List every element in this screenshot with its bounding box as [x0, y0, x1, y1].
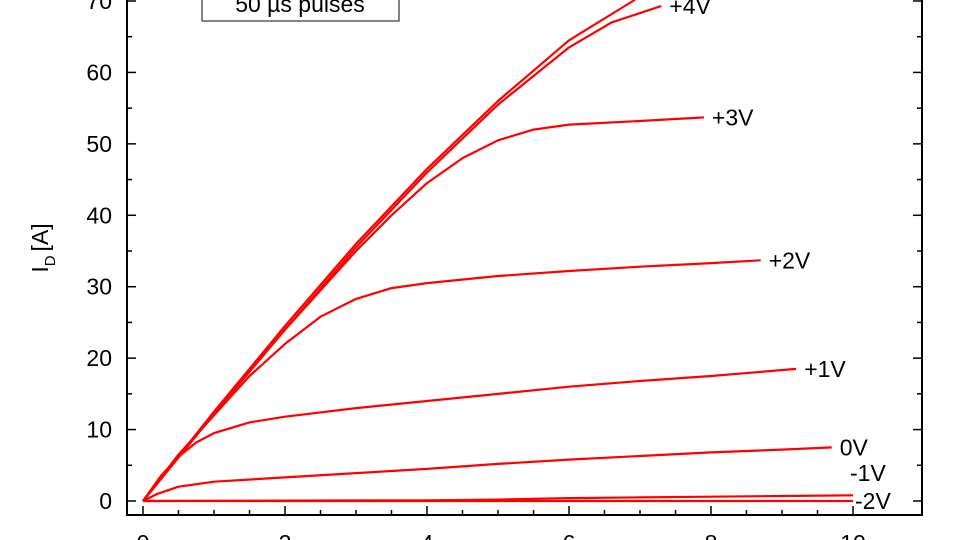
annotation-frame: [201, 0, 400, 22]
y-tick-label: 10: [86, 417, 112, 443]
ylabel-unit: [A]: [27, 223, 53, 251]
series-label: +4V: [669, 0, 711, 19]
series-label: 0V: [840, 434, 869, 460]
series-line-0V: [142, 446, 832, 502]
x-tick-label: 10: [840, 530, 866, 540]
y-tick-label: 30: [86, 274, 112, 300]
series-line-plus3V: [142, 116, 704, 502]
series-line-plus4V: [142, 4, 662, 502]
plot-frame: [126, 0, 923, 516]
ylabel-subscript: D: [42, 255, 59, 266]
annotation-text: 50 µs pulses: [235, 0, 365, 17]
series-labels: +4V +3V +2V +1V 0V-1V-2V: [669, 0, 891, 514]
series-label: -1V: [850, 460, 886, 486]
y-tick-label: 60: [86, 59, 112, 85]
series-label: -2V: [855, 488, 891, 514]
axes: 0 2 4 6 8 10 0 10 20 30 40 50 60 70: [86, 0, 923, 540]
y-tick-label: 50: [86, 131, 112, 157]
svg-text:ID[A]: ID [A]: [27, 223, 59, 272]
x-tick-label: 8: [705, 530, 718, 540]
y-tick-label: 40: [86, 202, 112, 228]
y-tick-label: 70: [86, 0, 112, 14]
y-tick-label: 20: [86, 345, 112, 371]
x-tick-label: 2: [279, 530, 292, 540]
series-label: +2V: [769, 247, 811, 273]
series-line-plus1V: [142, 367, 797, 502]
annotation-box: 50 µs pulses: [201, 0, 400, 22]
x-tick-label: 4: [421, 530, 434, 540]
series-line-plus2V: [142, 259, 761, 502]
series-label: +3V: [712, 104, 754, 130]
x-tick-label: 0: [137, 530, 150, 540]
y-tick-label: 0: [99, 488, 112, 514]
series-line: [142, 0, 637, 502]
series-lines: [142, 0, 854, 503]
x-tick-label: 6: [563, 530, 576, 540]
series-label: +1V: [804, 356, 846, 382]
y-axis-label: ID [A]: [27, 223, 59, 272]
ylabel-symbol: I: [27, 266, 53, 272]
